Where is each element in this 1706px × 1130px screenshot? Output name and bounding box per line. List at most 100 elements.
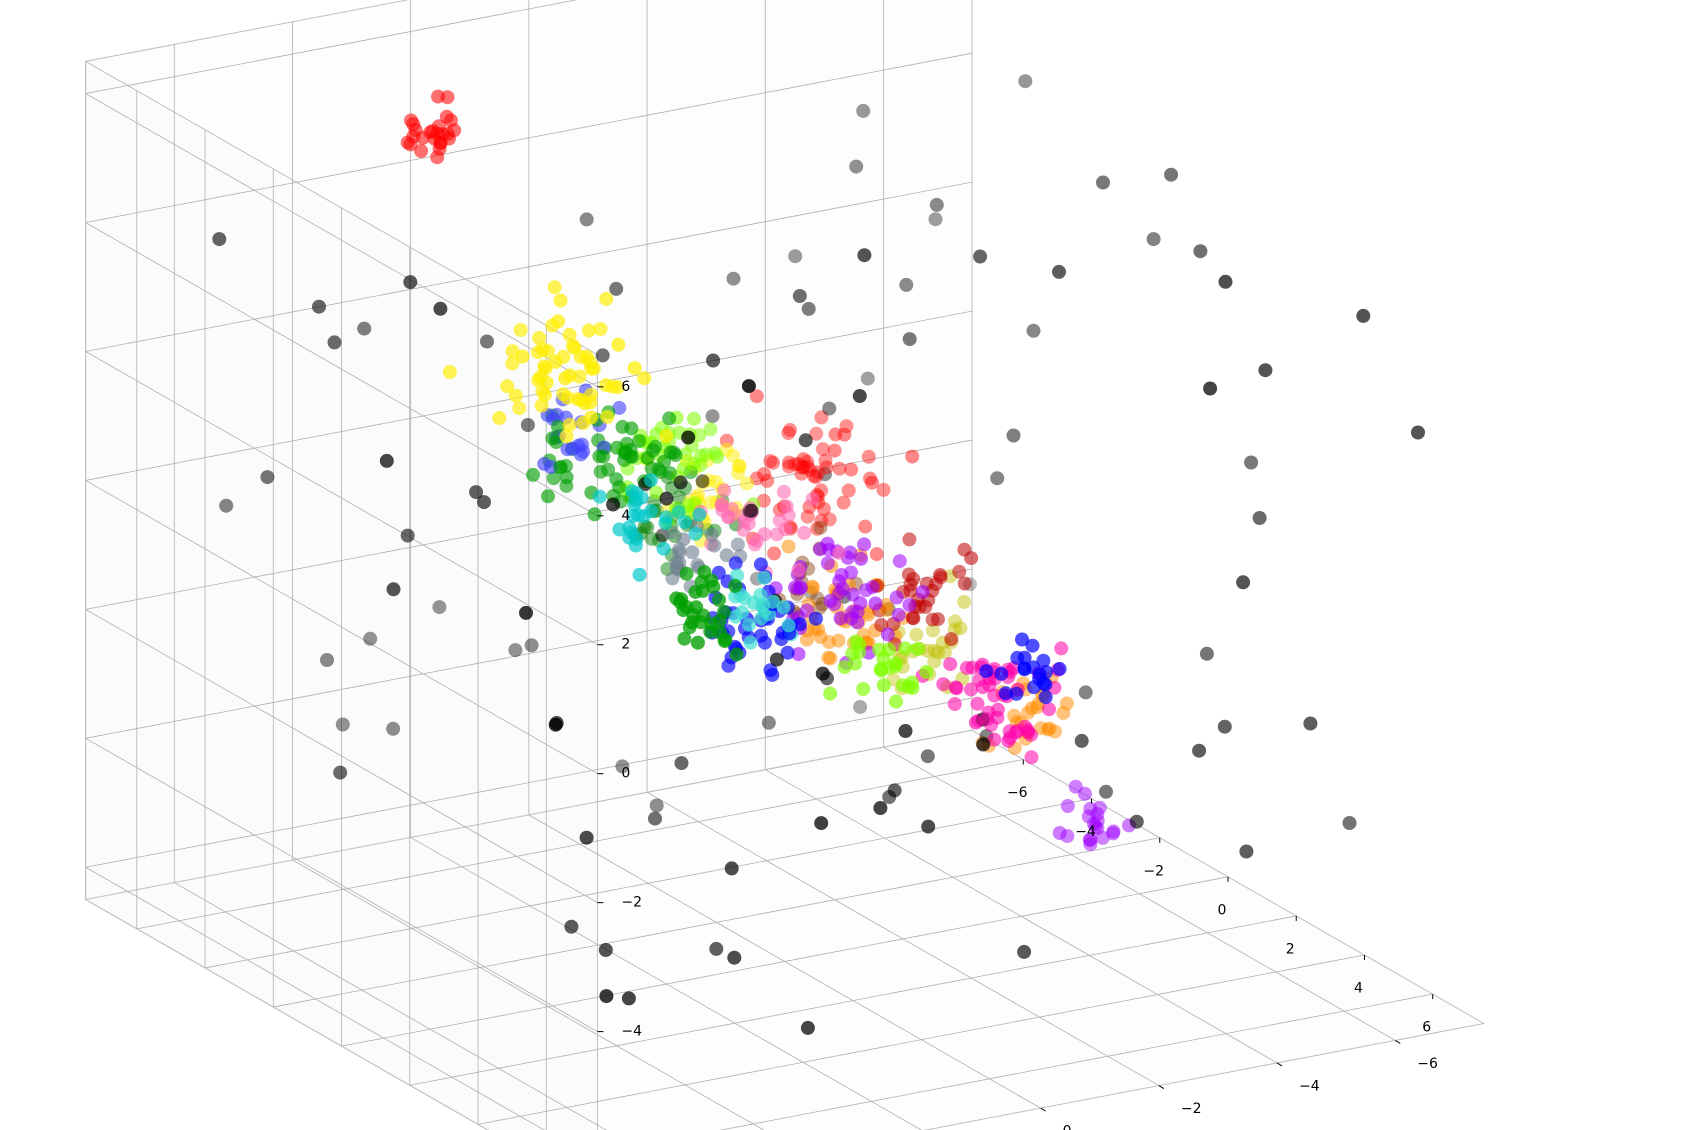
scatter-point [742, 618, 756, 632]
scatter-point [648, 812, 662, 826]
scatter-point [842, 484, 856, 498]
scatter-point [893, 554, 907, 568]
scatter-point [725, 861, 739, 875]
scatter-point [611, 338, 625, 352]
svg-text:−4: −4 [1299, 1079, 1320, 1095]
scatter-point [844, 463, 858, 477]
scatter-point [892, 608, 906, 622]
scatter-point [1411, 426, 1425, 440]
scatter-point [870, 547, 884, 561]
scatter-point [406, 117, 420, 131]
scatter-point [525, 638, 539, 652]
scatter-point [889, 695, 903, 709]
scatter-point [1027, 324, 1041, 338]
scatter-point [717, 483, 731, 497]
scatter-point [877, 678, 891, 692]
scatter-point [380, 454, 394, 468]
scatter-point [1099, 785, 1113, 799]
scatter-point [727, 272, 741, 286]
scatter-point [921, 820, 935, 834]
scatter-point [1236, 575, 1250, 589]
scatter-point [853, 389, 867, 403]
scatter-point [414, 144, 428, 158]
scatter-point [854, 552, 868, 566]
scatter-point [838, 660, 852, 674]
scatter-point [554, 294, 568, 308]
scatter-point [1258, 363, 1272, 377]
scatter-point [1106, 826, 1120, 840]
scatter-point [898, 641, 912, 655]
scatter-point [809, 470, 823, 484]
scatter-point [548, 280, 562, 294]
scatter-point [1010, 687, 1024, 701]
scatter-point [708, 446, 722, 460]
scatter-point [333, 766, 347, 780]
scatter-point [964, 551, 978, 565]
scatter-point [599, 378, 613, 392]
scatter-point [558, 371, 572, 385]
scatter-point [1018, 720, 1032, 734]
svg-text:−2: −2 [1143, 863, 1164, 879]
scatter-point [704, 422, 718, 436]
scatter-point [1042, 702, 1056, 716]
scatter-point [549, 718, 563, 732]
scatter-point [1021, 706, 1035, 720]
scatter-point [706, 354, 720, 368]
scatter-point [881, 627, 895, 641]
scatter-point [849, 634, 863, 648]
scatter-point [659, 516, 673, 530]
scatter-point [386, 722, 400, 736]
scatter-point [624, 443, 638, 457]
scatter-point [596, 450, 610, 464]
scatter-point [387, 582, 401, 596]
scatter-point [788, 581, 802, 595]
scatter-point [837, 428, 851, 442]
scatter-point [610, 441, 624, 455]
svg-text:2: 2 [1286, 942, 1295, 958]
scatter-point [681, 431, 695, 445]
scatter-point [994, 667, 1008, 681]
scatter-point [433, 302, 447, 316]
scatter-point [767, 546, 781, 560]
scatter-point [744, 636, 758, 650]
scatter-point [832, 546, 846, 560]
svg-text:6: 6 [1422, 1020, 1431, 1036]
scatter-point [541, 489, 555, 503]
scatter-point [328, 335, 342, 349]
scatter-point [823, 651, 837, 665]
scatter-point [1061, 799, 1075, 813]
scatter-point [1218, 720, 1232, 734]
scatter-point [600, 410, 614, 424]
scatter-point [508, 643, 522, 657]
scatter-point [357, 322, 371, 336]
scatter-point [953, 621, 967, 635]
scatter-point [644, 504, 658, 518]
scatter-point [793, 289, 807, 303]
scatter-point [320, 653, 334, 667]
scatter-point [593, 490, 607, 504]
scatter-point [906, 611, 920, 625]
scatter-point [650, 799, 664, 813]
scatter-point [563, 418, 577, 432]
scatter-point [931, 612, 945, 626]
scatter-point [890, 591, 904, 605]
scatter-point [856, 682, 870, 696]
scatter-point [625, 484, 639, 498]
scatter-point [674, 475, 688, 489]
scatter-point [971, 697, 985, 711]
scatter-point [979, 664, 993, 678]
scatter-point [813, 521, 827, 535]
scatter-point [492, 411, 506, 425]
scatter-point [958, 577, 972, 591]
scatter-point [919, 665, 933, 679]
scatter-point [659, 429, 673, 443]
scatter-point [858, 520, 872, 534]
scatter-point [727, 951, 741, 965]
scatter-point [823, 687, 837, 701]
scatter-point [799, 433, 813, 447]
scatter-point [673, 595, 687, 609]
scatter-point [588, 507, 602, 521]
scatter-point [735, 605, 749, 619]
scatter-point [903, 598, 917, 612]
scatter-point [797, 452, 811, 466]
